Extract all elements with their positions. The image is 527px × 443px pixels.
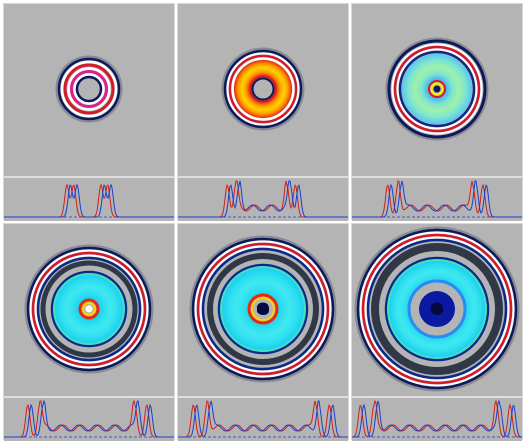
core-spot (85, 305, 93, 313)
ring (75, 75, 103, 103)
ring (207, 253, 319, 365)
ring (430, 82, 444, 96)
ring (364, 236, 510, 382)
profile-series-blue (4, 183, 174, 218)
ring (53, 273, 125, 345)
cross-section-profile (352, 176, 522, 221)
ring-pattern-view (352, 224, 522, 394)
ring (359, 231, 515, 387)
ring (31, 251, 147, 367)
profile-series-blue (352, 180, 522, 218)
profile-series-blue (352, 399, 522, 438)
ring (407, 279, 467, 339)
ring-pattern-view (4, 224, 174, 394)
ring (393, 45, 481, 133)
cross-section-profile (4, 176, 174, 221)
ring (398, 50, 476, 128)
simulation-panel (351, 3, 523, 221)
profile-series-blue (178, 180, 348, 218)
ring (251, 77, 275, 101)
ring-pattern-view (352, 4, 522, 174)
ring (387, 259, 487, 359)
ring (247, 293, 279, 325)
ring-pattern-svg (178, 4, 348, 174)
ring (82, 302, 96, 316)
ring (223, 49, 303, 129)
ring (34, 254, 144, 364)
ring (387, 39, 487, 139)
ring (60, 60, 118, 118)
core-spot (433, 85, 441, 93)
ring-pattern-view (178, 224, 348, 394)
ring (201, 247, 325, 371)
profile-series-blue (178, 400, 348, 438)
ring-pattern-svg (352, 4, 522, 174)
ring-pattern-svg (352, 224, 522, 394)
outer-halo (221, 47, 305, 131)
simulation-panel (3, 3, 175, 221)
ring (67, 67, 111, 111)
ring (391, 43, 483, 135)
ring (63, 63, 115, 115)
ring-pattern-svg (4, 224, 174, 394)
profile-series-blue (4, 399, 174, 438)
vortex-core (430, 302, 444, 315)
ring (29, 249, 149, 369)
ring (217, 263, 309, 355)
ring (361, 233, 513, 385)
cross-section-profile (4, 396, 174, 441)
outer-halo (189, 235, 337, 383)
simulation-panel (351, 223, 523, 441)
outer-halo (354, 226, 520, 392)
ring (194, 240, 332, 378)
vortex-core (256, 302, 270, 315)
ring (57, 57, 121, 121)
ring (70, 70, 108, 108)
disk-hole (250, 76, 276, 102)
ring (356, 228, 518, 390)
ring-pattern-view (4, 4, 174, 174)
ring (366, 238, 508, 380)
ring (220, 266, 306, 352)
ring (196, 242, 330, 376)
ring (371, 243, 503, 375)
ring (231, 57, 295, 121)
ring (73, 73, 105, 105)
ring (428, 80, 446, 98)
ring (249, 75, 277, 103)
simulation-panel (177, 3, 349, 221)
ring (78, 298, 100, 320)
ring (26, 246, 152, 372)
simulation-panel (177, 223, 349, 441)
ring (228, 54, 298, 124)
ring-pattern-view (178, 4, 348, 174)
cross-section-profile (178, 396, 348, 441)
ring (226, 52, 300, 126)
simulation-panel (3, 223, 175, 441)
ring (36, 256, 142, 362)
outer-halo (24, 244, 154, 374)
outer-halo (55, 55, 123, 123)
ring (396, 48, 478, 130)
ring (191, 237, 335, 381)
ring (199, 245, 327, 373)
ring-pattern-svg (178, 224, 348, 394)
ring (251, 297, 275, 321)
ring (384, 256, 490, 362)
cross-section-profile (352, 396, 522, 441)
outer-halo (385, 37, 489, 141)
ring (40, 260, 138, 358)
ring-pattern-svg (4, 4, 174, 174)
ring (50, 270, 128, 348)
cross-section-profile (178, 176, 348, 221)
